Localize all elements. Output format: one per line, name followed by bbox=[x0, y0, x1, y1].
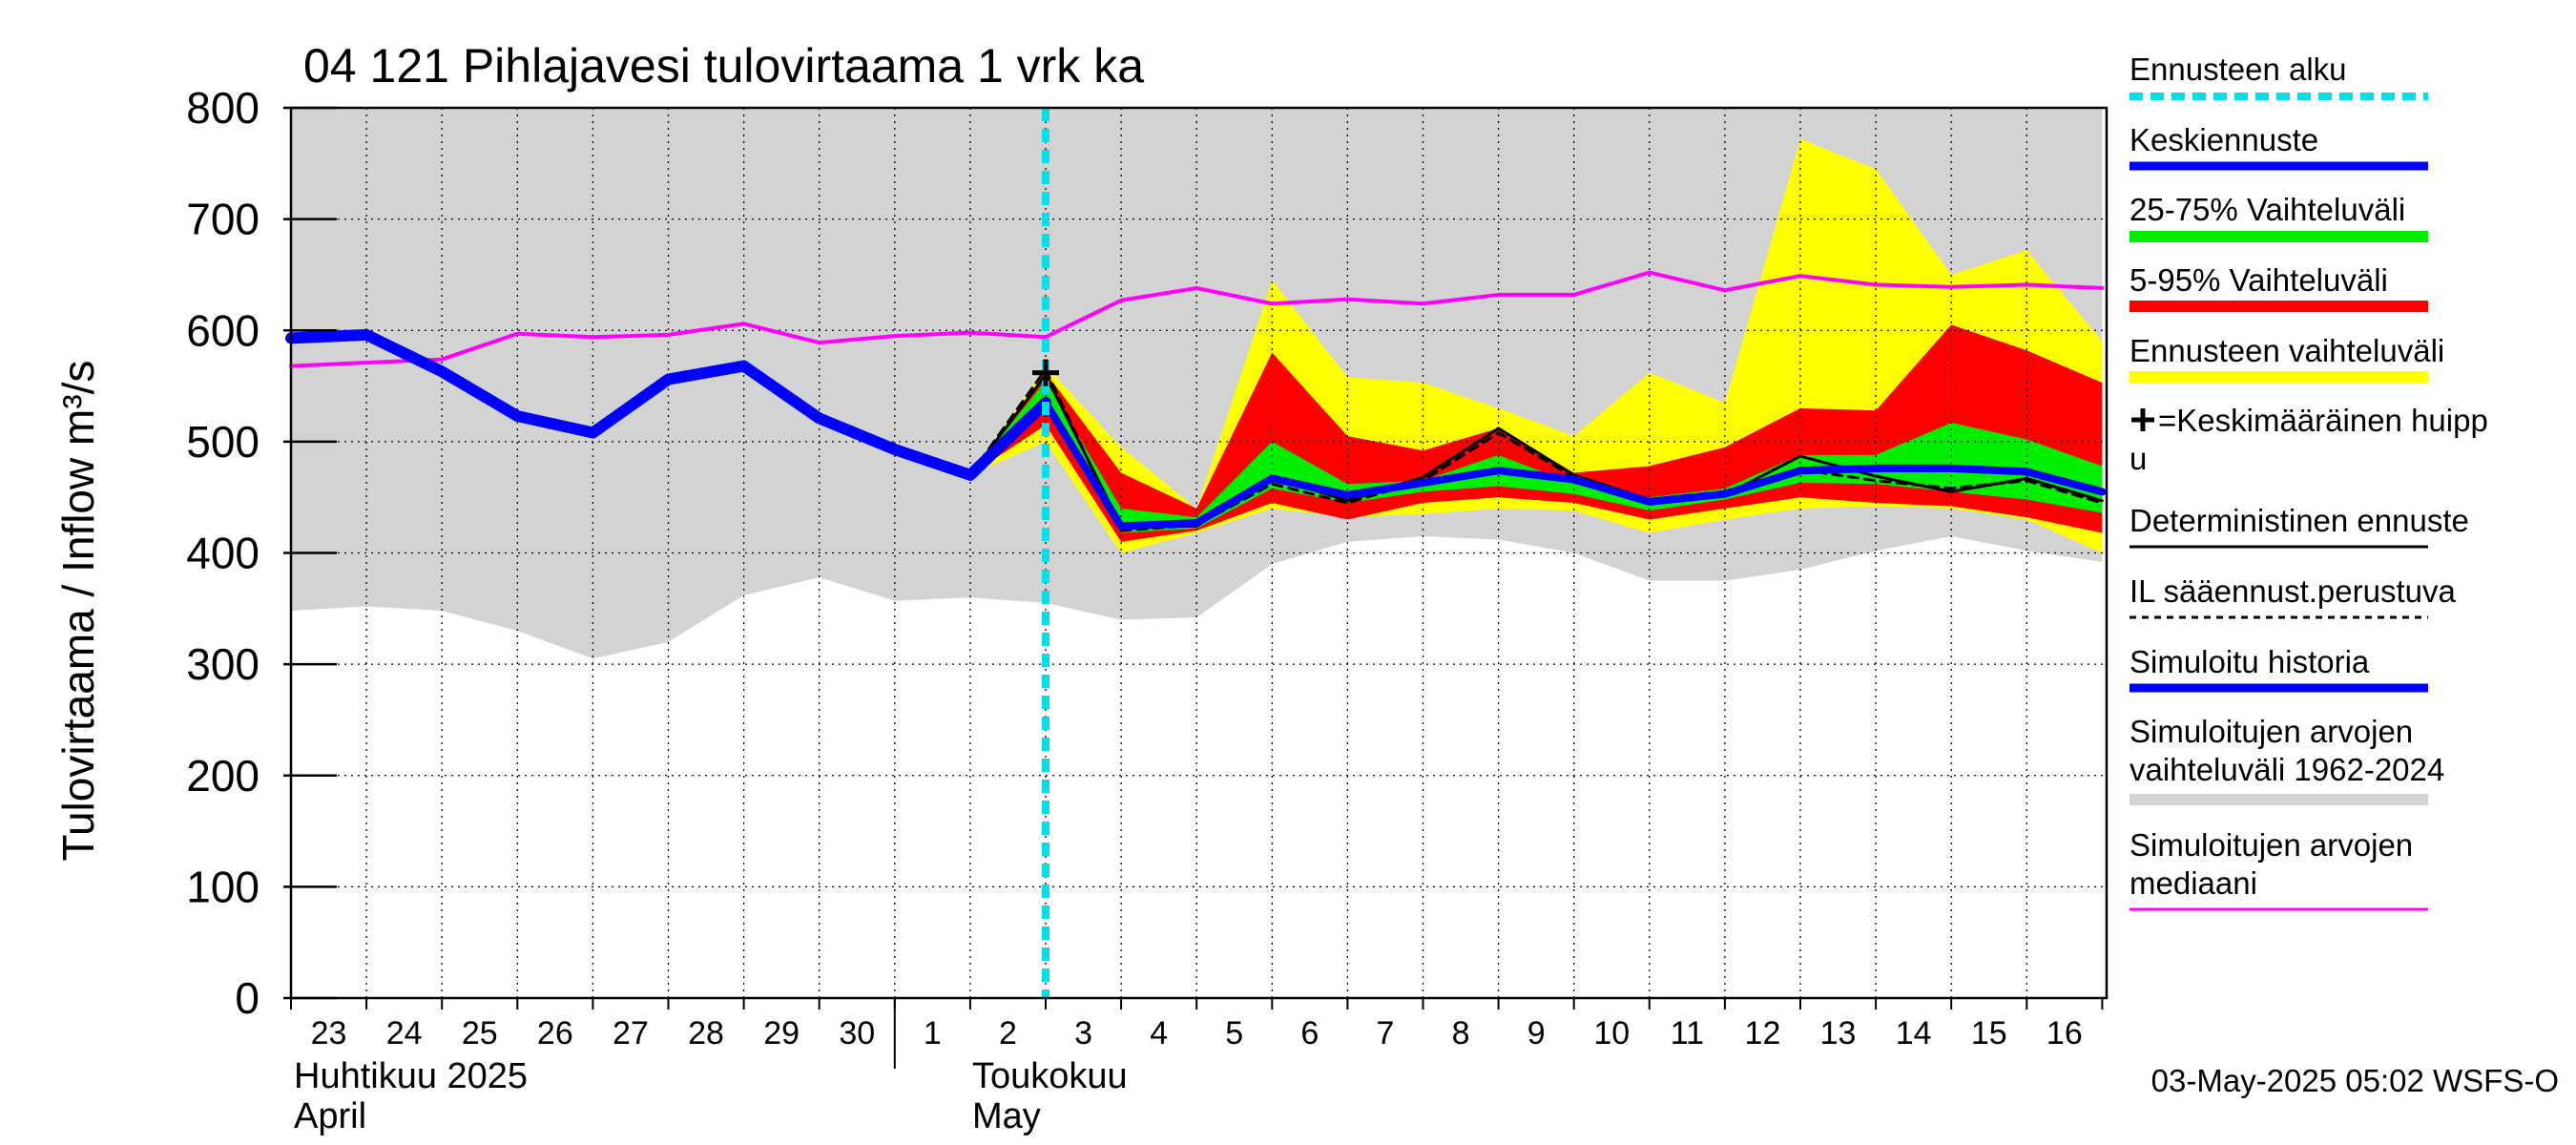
legend-label-line2: u bbox=[2129, 441, 2147, 476]
y-tick-label: 0 bbox=[235, 973, 260, 1023]
simulated-history-line bbox=[285, 328, 1051, 481]
y-tick-label: 200 bbox=[186, 751, 260, 801]
x-tick-label: 4 bbox=[1150, 1015, 1168, 1051]
x-tick-label: 3 bbox=[1074, 1015, 1092, 1051]
y-tick-label: 700 bbox=[186, 195, 260, 244]
legend-label-line2: vaihteluväli 1962-2024 bbox=[2129, 752, 2444, 787]
x-tick-label: 7 bbox=[1376, 1015, 1394, 1051]
x-tick-label: 24 bbox=[386, 1015, 423, 1051]
x-tick-label: 25 bbox=[462, 1015, 498, 1051]
legend-label: 5-95% Vaihteluväli bbox=[2129, 262, 2388, 298]
x-tick-label: 30 bbox=[839, 1015, 875, 1051]
legend-label-line2: mediaani bbox=[2129, 865, 2257, 901]
month-label-fi: Huhtikuu 2025 bbox=[294, 1056, 528, 1096]
legend-label: Keskiennuste bbox=[2129, 122, 2318, 157]
legend: Ennusteen alku Keskiennuste 25-75% Vaihtel… bbox=[2129, 52, 2488, 911]
y-tick-label: 300 bbox=[186, 639, 260, 689]
legend-label: Simuloitu historia bbox=[2129, 644, 2370, 679]
legend-peak-marker bbox=[2131, 408, 2154, 431]
x-tick-label: 27 bbox=[613, 1015, 649, 1051]
y-tick-label: 400 bbox=[186, 529, 260, 578]
x-tick-label: 16 bbox=[2046, 1015, 2083, 1051]
month-label-en: April bbox=[294, 1096, 366, 1136]
historical-median-line bbox=[289, 270, 2105, 368]
x-tick-label: 28 bbox=[688, 1015, 724, 1051]
x-tick-label: 9 bbox=[1527, 1015, 1546, 1051]
x-tick-label: 10 bbox=[1593, 1015, 1630, 1051]
legend-label: Ennusteen vaihteluväli bbox=[2129, 333, 2444, 368]
y-tick-label: 100 bbox=[186, 862, 260, 911]
legend-label: Simuloitujen arvojen bbox=[2129, 714, 2413, 749]
legend-label: IL sääennust.perustuva bbox=[2129, 573, 2456, 609]
x-tick-label: 15 bbox=[1971, 1015, 2007, 1051]
legend-label: =Keskimääräinen huipp bbox=[2158, 403, 2488, 438]
x-tick-label: 11 bbox=[1671, 1015, 1704, 1051]
x-tick-label: 14 bbox=[1896, 1015, 1932, 1051]
legend-label: Ennusteen alku bbox=[2129, 52, 2347, 87]
legend-label: 25-75% Vaihteluväli bbox=[2129, 192, 2405, 227]
legend-label: Deterministinen ennuste bbox=[2129, 503, 2469, 538]
x-tick-label: 26 bbox=[537, 1015, 573, 1051]
y-tick-label: 500 bbox=[186, 417, 260, 467]
y-tick-label: 600 bbox=[186, 305, 260, 355]
y-tick-label: 800 bbox=[186, 83, 260, 133]
x-tick-label: 29 bbox=[763, 1015, 800, 1051]
month-label-fi: Toukokuu bbox=[972, 1056, 1128, 1096]
x-tick-label: 5 bbox=[1225, 1015, 1243, 1051]
x-tick-label: 8 bbox=[1452, 1015, 1470, 1051]
legend-label: Simuloitujen arvojen bbox=[2129, 827, 2413, 863]
x-tick-label: 23 bbox=[311, 1015, 347, 1051]
x-tick-label: 2 bbox=[999, 1015, 1017, 1051]
x-tick-label: 13 bbox=[1820, 1015, 1857, 1051]
mean-forecast-line bbox=[1042, 399, 2107, 531]
x-tick-label: 1 bbox=[924, 1015, 942, 1051]
plot-area bbox=[285, 108, 2107, 998]
x-tick-label: 6 bbox=[1300, 1015, 1319, 1051]
y-axis-label: Tulovirtaama / Inflow m³/s bbox=[53, 361, 103, 862]
peak-marker bbox=[1032, 359, 1059, 386]
timestamp-footer: 03-May-2025 05:02 WSFS-O bbox=[2151, 1063, 2559, 1098]
month-label-en: May bbox=[972, 1096, 1041, 1136]
chart-title: 04 121 Pihlajavesi tulovirtaama 1 vrk ka bbox=[303, 39, 1144, 93]
x-tick-label: 12 bbox=[1745, 1015, 1781, 1051]
